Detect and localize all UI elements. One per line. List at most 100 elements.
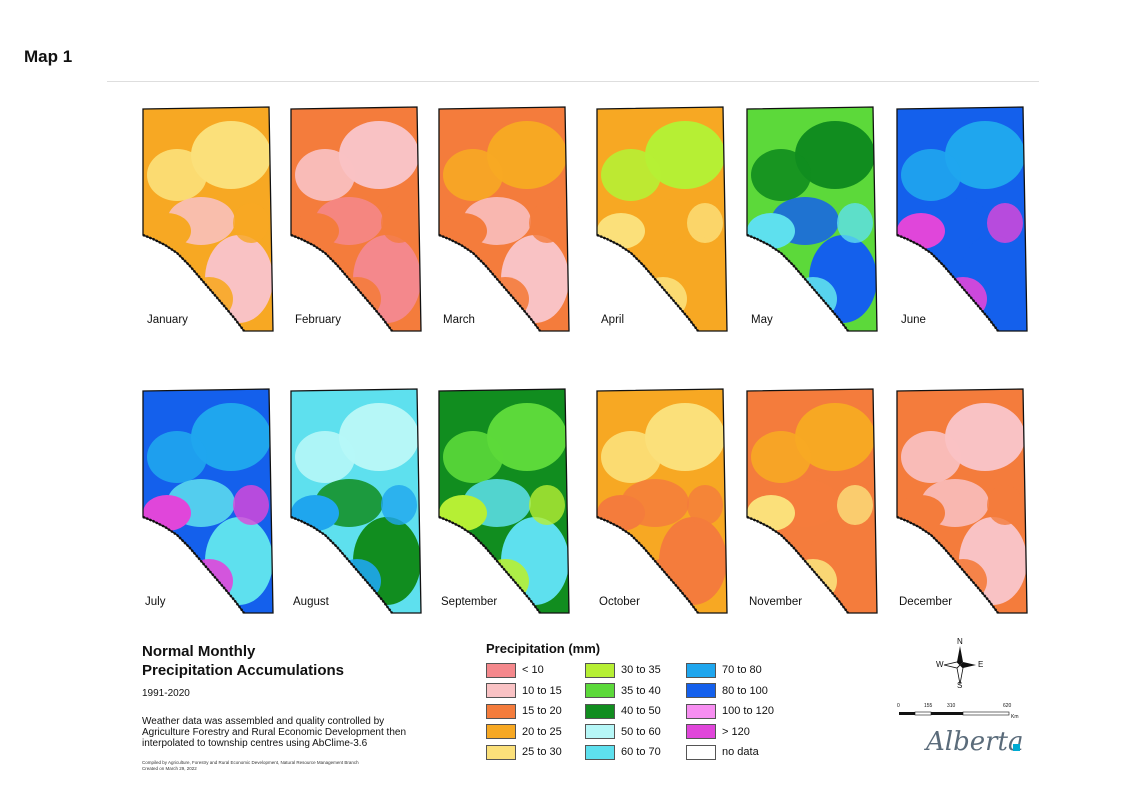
legend-label: no data	[722, 746, 759, 758]
province-map-december	[896, 388, 1028, 614]
province-map-october	[596, 388, 728, 614]
legend-swatch	[486, 703, 516, 719]
compass-s: S	[957, 681, 963, 690]
credit: Compiled by Agriculture, Forestry and Ru…	[142, 760, 422, 772]
legend-label: > 120	[722, 725, 750, 738]
legend-label: 15 to 20	[522, 705, 562, 717]
compass-rose: N S W E	[936, 637, 984, 690]
legend-swatch	[686, 744, 716, 760]
description: Weather data was assembled and quality c…	[142, 716, 407, 749]
alberta-logo-mark	[1013, 744, 1020, 751]
province-map-may	[746, 106, 878, 332]
legend-label: 30 to 35	[621, 664, 661, 676]
month-label-july: July	[145, 596, 166, 608]
compass-w: W	[936, 660, 944, 669]
map-january	[139, 103, 275, 333]
legend-item: 50 to 60	[585, 724, 661, 740]
legend-label: 60 to 70	[621, 746, 661, 758]
legend-swatch	[585, 662, 615, 678]
compass-star-icon	[943, 646, 976, 685]
credit-line-1: Compiled by Agriculture, Forestry and Ru…	[142, 760, 359, 765]
scale-bar-graphic	[899, 711, 1010, 716]
legend-swatch	[585, 703, 615, 719]
scale-bar: 0 155 310 620 Km	[897, 703, 1022, 725]
map-title-line-2: Precipitation Accumulations	[142, 662, 344, 679]
month-label-october: October	[599, 596, 640, 608]
legend-swatch	[486, 683, 516, 698]
month-label-november: November	[749, 596, 803, 608]
legend-swatch	[486, 744, 516, 760]
month-label-december: December	[899, 596, 953, 608]
map-november	[743, 385, 879, 615]
legend-swatch	[486, 724, 516, 739]
legend-swatch	[686, 683, 716, 698]
legend-item: no data	[686, 744, 759, 760]
province-map-april	[596, 106, 728, 332]
scale-tick-0: 0	[897, 703, 900, 709]
compass-n: N	[957, 637, 963, 646]
legend-swatch	[585, 744, 615, 760]
map-april	[593, 103, 729, 333]
legend-item: 70 to 80	[686, 662, 762, 678]
legend-swatch	[486, 662, 516, 678]
legend-label: 80 to 100	[722, 684, 768, 697]
province-map-march	[438, 106, 570, 332]
legend-swatch	[686, 662, 716, 678]
legend-label: 20 to 25	[522, 725, 562, 738]
map-august	[287, 385, 423, 615]
legend-label: 70 to 80	[722, 664, 762, 676]
legend-item: 20 to 25	[486, 724, 562, 740]
compass-e: E	[978, 660, 984, 669]
page-label: Map 1	[24, 47, 73, 66]
month-label-march: March	[443, 314, 475, 326]
province-map-july	[142, 388, 274, 614]
legend-item: 25 to 30	[486, 744, 562, 760]
legend-item: 100 to 120	[686, 703, 774, 719]
month-label-september: September	[441, 596, 498, 608]
scale-tick-3: 620	[1003, 703, 1012, 709]
period: 1991-2020	[142, 688, 190, 699]
map-december	[893, 385, 1029, 615]
legend-item: 60 to 70	[585, 744, 661, 760]
legend-swatch	[585, 724, 615, 739]
legend-item: 35 to 40	[585, 683, 661, 699]
province-map-january	[142, 106, 274, 332]
legend-item: 40 to 50	[585, 703, 661, 719]
legend-label: < 10	[522, 664, 544, 676]
legend-label: 10 to 15	[522, 684, 562, 697]
month-label-april: April	[601, 314, 625, 326]
map-title-line-1: Normal Monthly	[142, 643, 256, 660]
map-july	[139, 385, 275, 615]
divider	[107, 81, 1039, 82]
legend-item: 15 to 20	[486, 703, 562, 719]
scale-tick-1: 155	[924, 703, 933, 709]
legend-title: Precipitation (mm)	[486, 641, 601, 656]
province-map-november	[746, 388, 878, 614]
month-label-august: August	[293, 596, 329, 608]
month-label-may: May	[751, 314, 773, 326]
legend-swatch	[686, 724, 716, 739]
map-june	[893, 103, 1029, 333]
map-title: Normal Monthly Precipitation Accumulatio…	[142, 642, 344, 680]
alberta-logo: Alberta	[926, 727, 1024, 757]
month-label-february: February	[295, 314, 342, 326]
legend-item: 10 to 15	[486, 683, 562, 699]
map-february	[287, 103, 423, 333]
legend-label: 25 to 30	[522, 746, 562, 758]
legend-item: 30 to 35	[585, 662, 661, 678]
month-label-january: January	[147, 314, 188, 326]
map-may	[743, 103, 879, 333]
legend-label: 100 to 120	[722, 705, 774, 717]
province-map-february	[290, 106, 422, 332]
legend-item: > 120	[686, 724, 750, 740]
month-label-june: June	[901, 314, 926, 326]
scale-unit: Km	[1011, 714, 1019, 720]
map-october	[593, 385, 729, 615]
legend-label: 40 to 50	[621, 705, 661, 717]
credit-line-2: Created on March 29, 2022	[142, 766, 197, 771]
legend-label: 35 to 40	[621, 684, 661, 697]
legend-item: < 10	[486, 662, 544, 678]
map-march	[435, 103, 571, 333]
province-map-september	[438, 388, 570, 614]
scale-tick-2: 310	[947, 703, 956, 709]
